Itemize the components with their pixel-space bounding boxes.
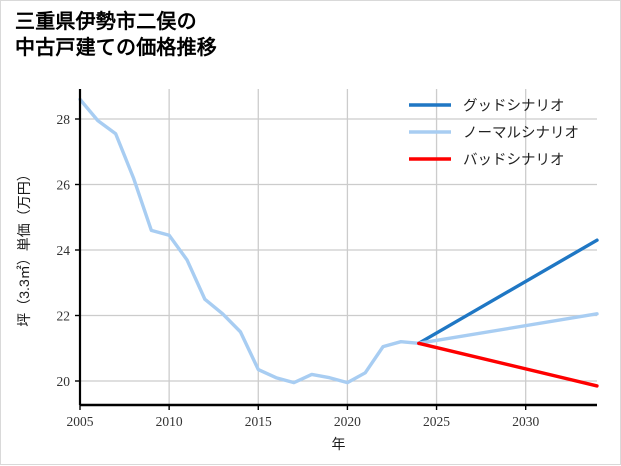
x-tick-label: 2020: [334, 414, 361, 429]
series-line: [417, 238, 599, 346]
y-tick-label: 24: [57, 243, 71, 258]
x-tick-label: 2005: [67, 414, 94, 429]
x-tick-label: 2030: [512, 414, 539, 429]
page-title: 三重県伊勢市二俣の 中古戸建ての価格推移: [15, 11, 217, 60]
series-line: [417, 341, 599, 388]
y-tick-label: 20: [57, 374, 71, 389]
legend-label: グッドシナリオ: [463, 98, 565, 115]
tick-labels: 20 22 24 26 28 2005 2010 2015 2020 2025 2030: [57, 112, 540, 429]
legend-label: バッドシナリオ: [463, 153, 565, 169]
y-tick-label: 28: [57, 112, 71, 127]
axis-ticks: [75, 118, 527, 410]
series-line: [417, 312, 599, 346]
y-tick-label: 22: [57, 309, 71, 324]
axis-lines: [78, 89, 597, 407]
x-tick-label: 2025: [423, 414, 450, 429]
y-tick-label: 26: [57, 178, 71, 193]
x-tick-label: 2010: [156, 414, 183, 429]
legend-label: ノーマルシナリオ: [463, 126, 579, 142]
x-axis-title: 年: [332, 436, 346, 452]
series-lines: [78, 97, 599, 388]
gridlines: [79, 89, 597, 405]
series-line: [78, 97, 421, 385]
x-tick-label: 2015: [245, 414, 272, 429]
axis-titles: 年 坪（3.3㎡）単価（万円）: [16, 167, 346, 452]
y-axis-title: 坪（3.3㎡）単価（万円）: [16, 167, 32, 326]
